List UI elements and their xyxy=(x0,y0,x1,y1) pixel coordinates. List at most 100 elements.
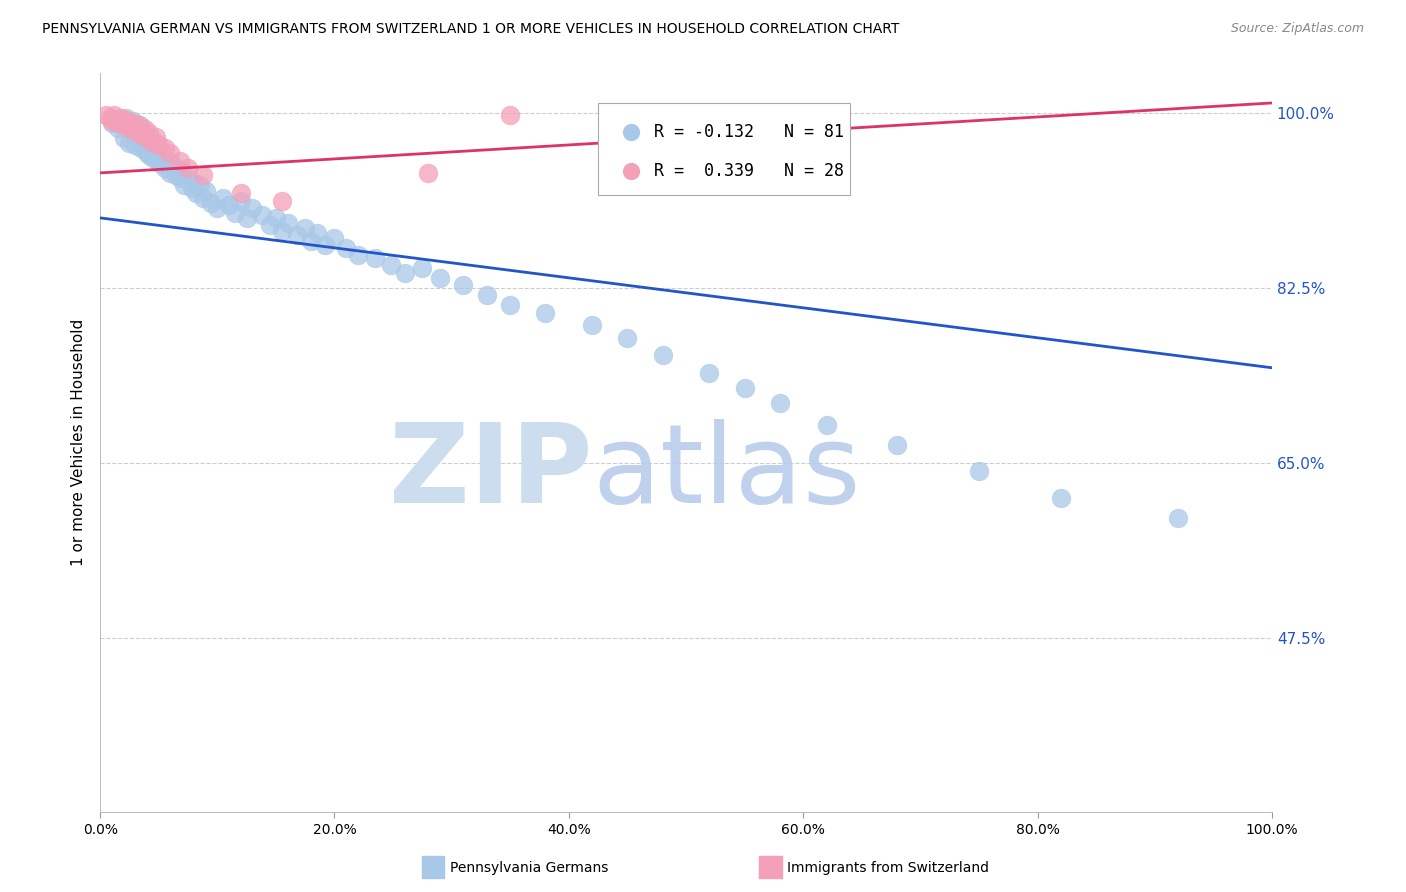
Point xyxy=(107,116,129,130)
Point xyxy=(616,331,638,345)
Point xyxy=(193,191,215,205)
Point xyxy=(172,164,194,178)
Point xyxy=(141,141,163,155)
Point xyxy=(115,112,138,127)
Point xyxy=(148,145,170,160)
Point xyxy=(194,184,217,198)
Point xyxy=(122,114,145,128)
Point xyxy=(173,178,195,192)
Point xyxy=(620,186,643,200)
Point xyxy=(107,120,129,135)
Text: R =  0.339   N = 28: R = 0.339 N = 28 xyxy=(654,161,845,179)
Point xyxy=(177,170,200,185)
Point xyxy=(364,251,387,265)
Point xyxy=(145,130,167,145)
Point xyxy=(270,194,292,208)
Point xyxy=(250,208,273,222)
Point xyxy=(136,131,159,145)
Point xyxy=(212,191,235,205)
Point xyxy=(499,298,522,312)
Point xyxy=(159,145,181,160)
Point xyxy=(122,116,145,130)
Text: ZIP: ZIP xyxy=(389,418,592,525)
Point xyxy=(1050,491,1073,505)
Point xyxy=(148,156,170,170)
Point xyxy=(129,118,152,132)
Point xyxy=(294,220,316,235)
Point xyxy=(162,158,184,172)
Point xyxy=(224,206,246,220)
Point xyxy=(235,211,257,225)
Point xyxy=(101,114,124,128)
Point xyxy=(129,128,152,142)
FancyBboxPatch shape xyxy=(598,103,851,195)
Point xyxy=(734,381,756,395)
Point xyxy=(394,266,416,280)
Point xyxy=(138,126,160,140)
Point xyxy=(651,348,673,362)
Point xyxy=(142,136,165,150)
Text: Pennsylvania Germans: Pennsylvania Germans xyxy=(450,861,609,875)
Point xyxy=(153,161,176,175)
Point xyxy=(429,270,451,285)
Point xyxy=(94,108,117,122)
Point xyxy=(242,201,264,215)
Point xyxy=(177,161,200,175)
Point xyxy=(620,237,643,252)
Point xyxy=(153,141,176,155)
Point xyxy=(98,111,121,125)
Point xyxy=(380,258,402,272)
Point xyxy=(110,111,132,125)
Point xyxy=(188,178,211,192)
Point xyxy=(136,145,159,160)
Point xyxy=(124,124,146,138)
Point xyxy=(115,111,138,125)
Point xyxy=(118,136,141,150)
Text: R = -0.132   N = 81: R = -0.132 N = 81 xyxy=(654,123,845,141)
Point xyxy=(323,231,346,245)
Point xyxy=(180,181,202,195)
Point xyxy=(165,168,187,182)
Point xyxy=(103,108,125,122)
Point xyxy=(136,134,159,148)
Point xyxy=(157,153,180,168)
Point xyxy=(186,186,208,200)
Point xyxy=(1167,510,1189,524)
Point xyxy=(534,306,557,320)
Point xyxy=(699,366,721,380)
Point xyxy=(305,226,328,240)
Point xyxy=(112,131,135,145)
Point xyxy=(229,186,252,200)
Point xyxy=(127,131,149,145)
Point xyxy=(169,170,191,185)
Point xyxy=(129,128,152,142)
Point xyxy=(101,116,124,130)
Point xyxy=(229,194,252,208)
Point xyxy=(769,396,792,410)
Point xyxy=(148,137,170,152)
Point xyxy=(134,136,156,150)
Point xyxy=(264,211,287,225)
Text: atlas: atlas xyxy=(592,418,860,525)
Point xyxy=(886,438,908,452)
Point xyxy=(207,201,229,215)
Point xyxy=(277,216,299,230)
Point xyxy=(314,238,336,252)
Text: PENNSYLVANIA GERMAN VS IMMIGRANTS FROM SWITZERLAND 1 OR MORE VEHICLES IN HOUSEHO: PENNSYLVANIA GERMAN VS IMMIGRANTS FROM S… xyxy=(42,22,900,37)
Point xyxy=(453,277,475,292)
Point xyxy=(138,148,160,162)
Point xyxy=(112,118,135,132)
Point xyxy=(499,108,522,122)
Point xyxy=(134,122,156,136)
Point xyxy=(118,120,141,135)
Point xyxy=(270,224,292,238)
Point xyxy=(169,153,191,168)
Point xyxy=(335,241,357,255)
Text: Source: ZipAtlas.com: Source: ZipAtlas.com xyxy=(1230,22,1364,36)
Point xyxy=(285,227,308,242)
Point xyxy=(967,464,990,478)
Point xyxy=(193,168,215,182)
Point xyxy=(200,195,222,210)
Point xyxy=(581,318,603,332)
Point xyxy=(815,417,838,432)
